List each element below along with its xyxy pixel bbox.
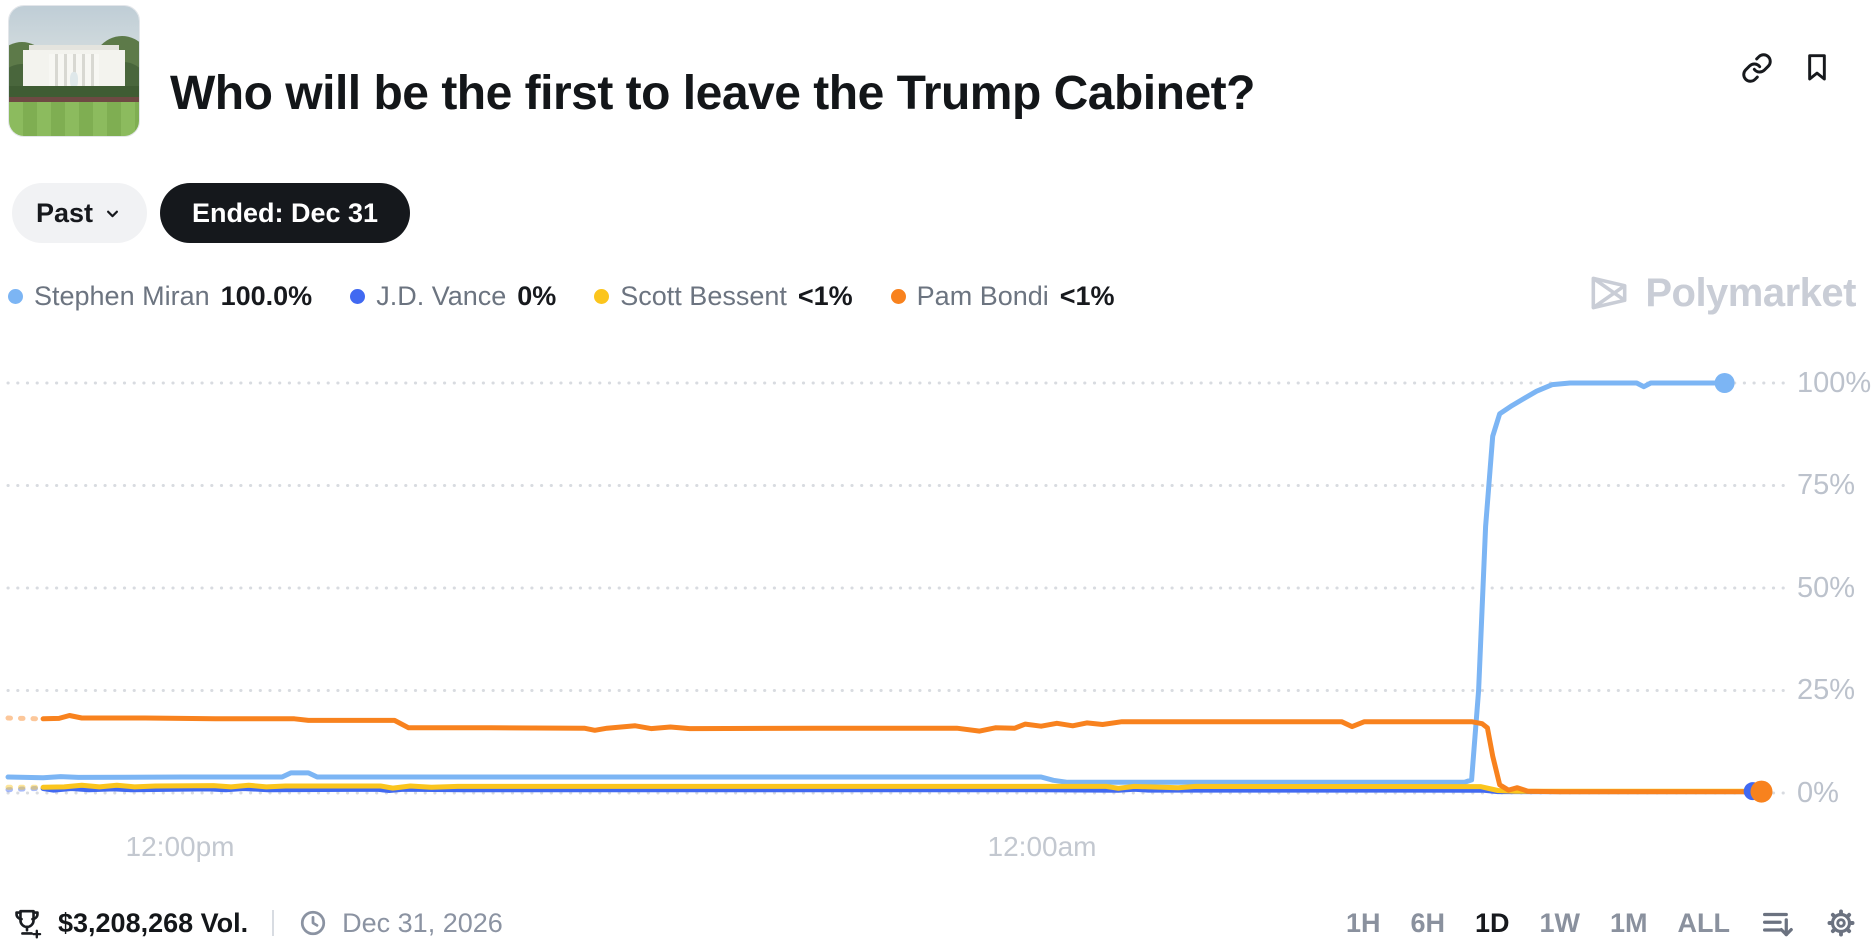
market-thumbnail-white-house bbox=[8, 5, 140, 137]
white-house-roof bbox=[29, 45, 119, 51]
legend-value: <1% bbox=[1059, 280, 1115, 311]
x-axis-label-noon: 12:00pm bbox=[125, 831, 235, 862]
legend-dot-stephen-miran bbox=[8, 288, 23, 304]
white-house-lawn bbox=[9, 102, 139, 136]
legend-name: Pam Bondi bbox=[916, 280, 1049, 311]
time-range-selector: 1H 6H 1D 1W 1M ALL bbox=[1346, 906, 1858, 940]
legend-item-pam-bondi[interactable]: Pam Bondi <1% bbox=[890, 280, 1115, 312]
y-axis-label-0: 0% bbox=[1797, 777, 1839, 809]
y-axis-label-50: 50% bbox=[1797, 572, 1856, 604]
legend-name: Scott Bessent bbox=[620, 280, 787, 311]
white-house-hedge bbox=[9, 86, 139, 99]
y-axis-label-100: 100% bbox=[1797, 367, 1872, 399]
ended-status-label: Ended: Dec 31 bbox=[192, 197, 379, 228]
range-button-6h[interactable]: 6H bbox=[1410, 907, 1445, 938]
legend-dot-scott-bessent bbox=[594, 288, 610, 304]
legend-dot-pam-bondi bbox=[890, 288, 906, 304]
legend-item-stephen-miran[interactable]: Stephen Miran 100.0% bbox=[8, 281, 312, 312]
chevron-down-icon bbox=[107, 210, 119, 217]
legend-item-jd-vance[interactable]: J.D. Vance 0% bbox=[350, 281, 556, 312]
legend-value: 0% bbox=[517, 280, 557, 311]
legend-value: <1% bbox=[797, 280, 853, 311]
past-filter-dropdown[interactable]: Past bbox=[12, 183, 147, 243]
chart-footer: $3,208,268 Vol. Dec 31, 2026 1H 6H 1D 1W… bbox=[10, 901, 1858, 945]
chart-legend: Stephen Miran 100.0% J.D. Vance 0% Scott… bbox=[8, 278, 1115, 314]
range-button-1d[interactable]: 1D bbox=[1474, 907, 1510, 938]
ended-status-badge: Ended: Dec 31 bbox=[160, 183, 411, 243]
legend-value: 100.0% bbox=[220, 280, 313, 311]
white-house-fountain bbox=[70, 72, 78, 88]
polymarket-logo-icon bbox=[1591, 276, 1627, 310]
range-button-all[interactable]: ALL bbox=[1677, 907, 1730, 938]
bookmark-icon[interactable] bbox=[1801, 51, 1833, 83]
polymarket-wordmark: Polymarket bbox=[1645, 270, 1856, 315]
range-button-1w[interactable]: 1W bbox=[1539, 907, 1581, 938]
chart-options-icon[interactable] bbox=[1760, 906, 1794, 940]
white-house-flowerbed bbox=[9, 97, 139, 102]
past-filter-label: Past bbox=[35, 197, 94, 228]
y-axis-label-75: 75% bbox=[1797, 469, 1856, 501]
x-axis-label-midnight: 12:00am bbox=[987, 831, 1097, 862]
footer-divider bbox=[272, 910, 275, 936]
legend-name: Stephen Miran bbox=[34, 280, 210, 311]
polymarket-watermark: Polymarket bbox=[1586, 270, 1856, 316]
clock-icon bbox=[301, 910, 326, 936]
y-axis-label-25: 25% bbox=[1797, 674, 1856, 706]
trophy-leaderboard-icon[interactable] bbox=[10, 906, 44, 940]
copy-link-icon[interactable] bbox=[1741, 52, 1773, 84]
volume-value: $3,208,268 Vol. bbox=[58, 907, 249, 938]
range-button-1m[interactable]: 1M bbox=[1610, 907, 1648, 938]
footer-stats: $3,208,268 Vol. Dec 31, 2026 bbox=[10, 906, 503, 940]
range-button-1h[interactable]: 1H bbox=[1345, 907, 1381, 938]
legend-item-scott-bessent[interactable]: Scott Bessent <1% bbox=[594, 280, 853, 312]
legend-dot-jd-vance bbox=[350, 288, 366, 304]
page-title: Who will be the first to leave the Trump… bbox=[170, 67, 1255, 121]
legend-name: J.D. Vance bbox=[376, 280, 507, 311]
end-date-label: Dec 31, 2026 bbox=[342, 907, 503, 938]
settings-gear-icon[interactable] bbox=[1824, 906, 1858, 940]
